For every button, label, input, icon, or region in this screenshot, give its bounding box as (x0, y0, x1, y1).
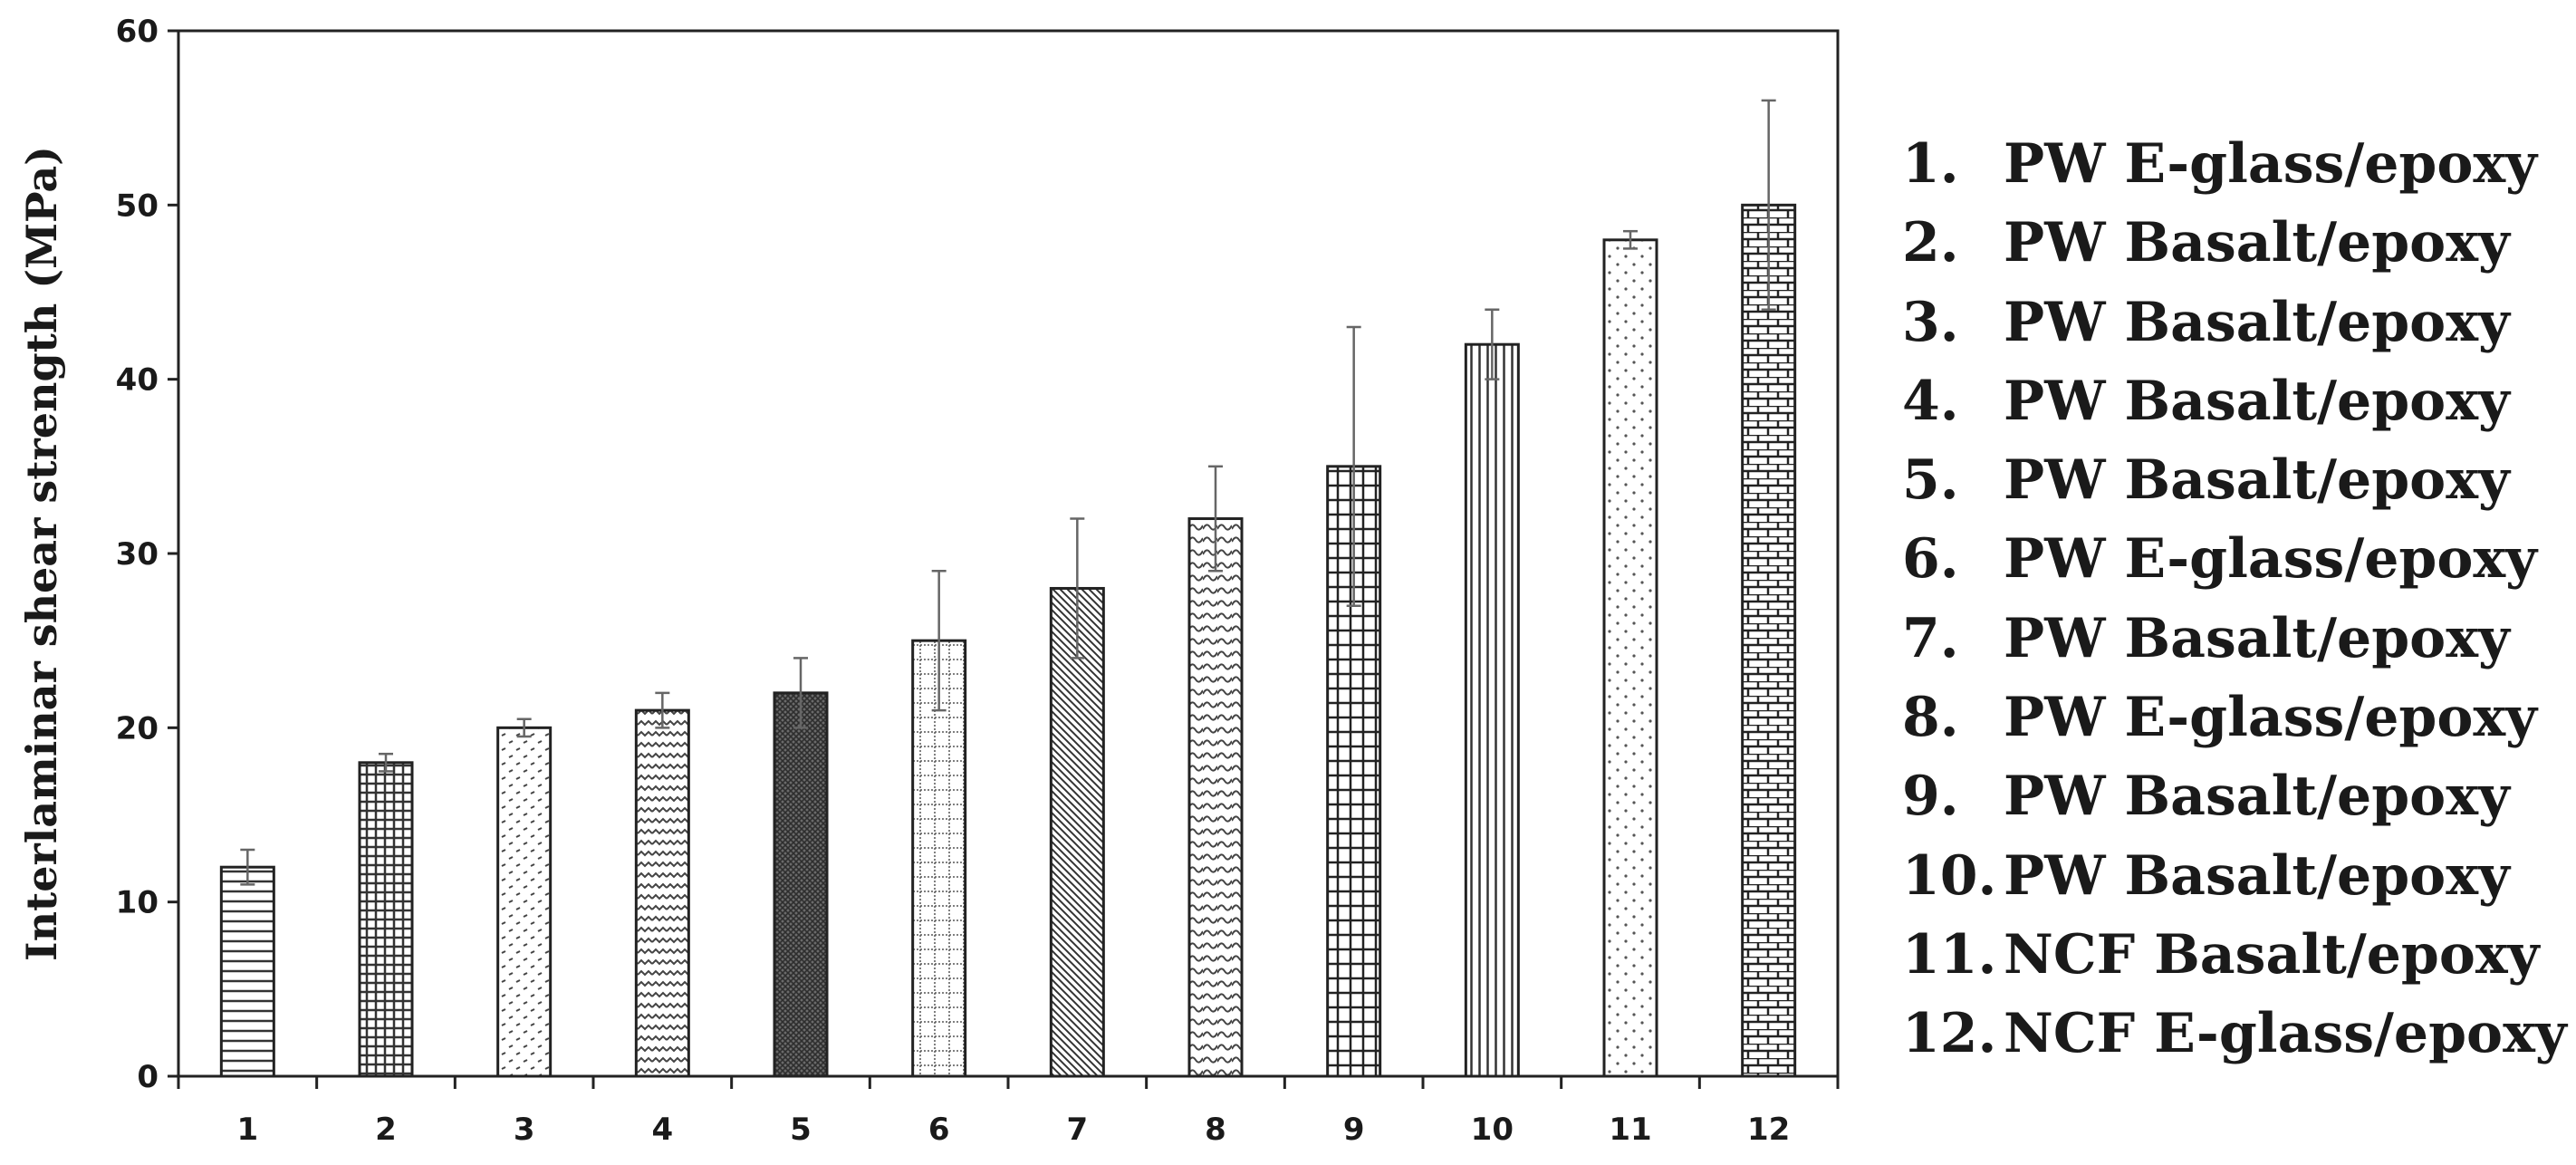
legend-item-label: PW Basalt/epoxy (2004, 369, 2510, 433)
legend-item-number: 6. (1902, 527, 1959, 592)
legend-item: 3. PW Basalt/epoxy (1902, 284, 2567, 362)
x-tick-label: 7 (1066, 1112, 1088, 1148)
x-tick-label: 10 (1471, 1112, 1514, 1148)
y-tick-label: 40 (116, 362, 159, 399)
legend-item-label: PW Basalt/epoxy (2004, 606, 2510, 670)
bar (1741, 203, 1797, 1078)
legend-item-label: PW E-glass/epoxy (2004, 527, 2538, 592)
bar (1049, 586, 1105, 1078)
bar (219, 865, 275, 1078)
legend-item-number: 4. (1902, 369, 1959, 433)
bar (773, 691, 829, 1078)
x-tick-label: 4 (651, 1112, 673, 1148)
legend-item-number: 5. (1902, 448, 1959, 513)
x-tick-label: 1 (236, 1112, 258, 1148)
x-tick-label: 3 (514, 1112, 535, 1148)
legend-item-label: PW E-glass/epoxy (2004, 132, 2538, 196)
legend-item-number: 2. (1902, 211, 1959, 275)
legend-item: 12. NCF E-glass/epoxy (1902, 995, 2567, 1074)
x-tick-label: 11 (1609, 1112, 1651, 1148)
legend-item: 10. PW Basalt/epoxy (1902, 837, 2567, 916)
x-tick-label: 5 (790, 1112, 812, 1148)
legend-item: 1. PW E-glass/epoxy (1902, 125, 2567, 204)
x-tick-label: 2 (375, 1112, 397, 1148)
legend-item: 8. PW E-glass/epoxy (1902, 679, 2567, 757)
legend-item-number: 11. (1902, 922, 1997, 987)
y-tick-label: 50 (116, 188, 159, 224)
legend-item-number: 1. (1902, 132, 1959, 196)
legend-item: 6. PW E-glass/epoxy (1902, 520, 2567, 599)
legend-item: 9. PW Basalt/epoxy (1902, 757, 2567, 836)
legend-item-number: 7. (1902, 606, 1959, 670)
legend-item-label: PW E-glass/epoxy (2004, 686, 2538, 750)
legend-item: 7. PW Basalt/epoxy (1902, 600, 2567, 679)
bar (1602, 238, 1658, 1078)
legend-item-number: 3. (1902, 290, 1959, 354)
legend-item-number: 9. (1902, 765, 1959, 829)
x-tick-label: 12 (1747, 1112, 1790, 1148)
legend-item: 5. PW Basalt/epoxy (1902, 441, 2567, 520)
legend-item: 2. PW Basalt/epoxy (1902, 204, 2567, 283)
plot-frame (177, 29, 1840, 1078)
legend-item-number: 8. (1902, 686, 1959, 750)
bar (1464, 342, 1520, 1078)
y-tick-label: 20 (116, 710, 159, 746)
legend-item-label: NCF E-glass/epoxy (2004, 1002, 2567, 1066)
y-tick-label: 60 (116, 14, 159, 50)
legend-item-label: PW Basalt/epoxy (2004, 765, 2510, 829)
bar (634, 708, 690, 1078)
legend-item: 4. PW Basalt/epoxy (1902, 362, 2567, 441)
legend-item-label: PW Basalt/epoxy (2004, 843, 2510, 908)
legend-item-label: PW Basalt/epoxy (2004, 211, 2510, 275)
legend-item-label: NCF Basalt/epoxy (2004, 922, 2540, 987)
bar (1187, 517, 1244, 1078)
y-tick-label: 0 (137, 1059, 159, 1095)
legend: 1. PW E-glass/epoxy 2. PW Basalt/epoxy 3. PW … (1902, 125, 2567, 1074)
bar (496, 726, 553, 1078)
x-tick-label: 6 (928, 1112, 950, 1148)
legend-item-number: 12. (1902, 1002, 1997, 1066)
y-tick-label: 30 (116, 536, 159, 573)
legend-item-label: PW Basalt/epoxy (2004, 448, 2510, 513)
bar (358, 761, 414, 1078)
y-axis-title: Interlaminar shear strength (MPa) (17, 146, 66, 961)
legend-item-number: 10. (1902, 843, 1997, 908)
x-tick-label: 9 (1343, 1112, 1365, 1148)
x-tick-label: 8 (1205, 1112, 1226, 1148)
legend-item: 11. NCF Basalt/epoxy (1902, 916, 2567, 995)
legend-item-label: PW Basalt/epoxy (2004, 290, 2510, 354)
y-tick-label: 10 (116, 885, 159, 921)
